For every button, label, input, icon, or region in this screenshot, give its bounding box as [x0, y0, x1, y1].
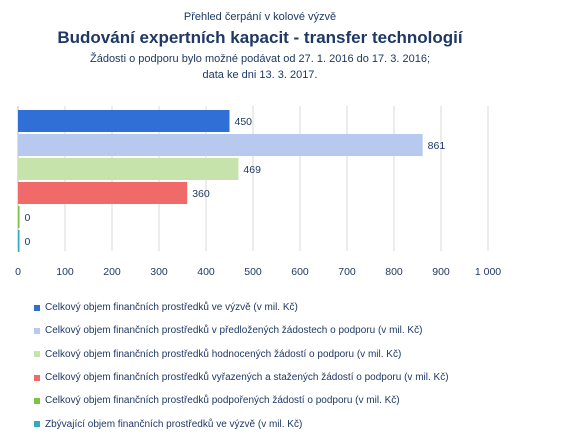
x-tick-label: 800 [385, 266, 403, 278]
legend-item: Celkový objem finančních prostředků podp… [34, 389, 449, 412]
legend-swatch [34, 374, 40, 381]
chart-title: Budování expertních kapacit - transfer t… [57, 28, 463, 47]
x-tick-label: 600 [291, 266, 309, 278]
bar [18, 230, 20, 252]
chart-supertitle: Přehled čerpání v kolové výzvě [183, 11, 337, 23]
bar-chart: 0 100 200 300 400 500 600 700 800 900 1 000 450 861 4… [15, 106, 501, 278]
bar [18, 110, 230, 132]
bar [18, 206, 20, 228]
bar [18, 182, 188, 204]
legend-swatch [34, 351, 40, 358]
legend-label: Celkový objem finančních prostředků podp… [45, 395, 400, 407]
x-tick-label: 200 [103, 266, 121, 278]
chart-legend: Celkový objem finančních prostředků ve v… [34, 296, 449, 436]
bar [18, 158, 239, 180]
legend-label: Celkový objem finančních prostředků v př… [45, 325, 423, 337]
legend-swatch [34, 421, 40, 428]
legend-label: Celkový objem finančních prostředků hodn… [45, 348, 402, 360]
chart-subtitle-line-1: Žádosti o podporu bylo možné podávat od … [89, 53, 431, 65]
legend-swatch [34, 327, 40, 334]
data-label: 469 [243, 164, 261, 176]
data-label: 0 [25, 212, 31, 224]
x-tick-label: 100 [56, 266, 74, 278]
data-label: 861 [428, 140, 446, 152]
chart-subtitle-line-2: data ke dni 13. 3. 2017. [202, 69, 318, 81]
data-label: 0 [25, 236, 31, 248]
x-tick-label: 0 [15, 266, 21, 278]
x-tick-label: 700 [338, 266, 356, 278]
legend-item: Celkový objem finančních prostředků vyřa… [34, 366, 449, 389]
legend-item: Celkový objem finančních prostředků ve v… [34, 296, 449, 319]
legend-item: Zbývající objem finančních prostředků ve… [34, 412, 449, 435]
legend-swatch [34, 397, 40, 404]
data-label: 360 [192, 188, 210, 200]
legend-label: Celkový objem finančních prostředků ve v… [45, 302, 298, 314]
x-tick-label: 300 [150, 266, 168, 278]
legend-label: Zbývající objem finančních prostředků ve… [45, 418, 303, 430]
legend-item: Celkový objem finančních prostředků hodn… [34, 343, 449, 366]
bar [18, 134, 423, 156]
legend-label: Celkový objem finančních prostředků vyřa… [45, 372, 449, 384]
x-tick-label: 500 [244, 266, 262, 278]
legend-swatch [34, 304, 40, 311]
x-tick-label: 400 [197, 266, 215, 278]
legend-item: Celkový objem finančních prostředků v př… [34, 319, 449, 342]
data-label: 450 [235, 116, 253, 128]
x-tick-label: 1 000 [475, 266, 501, 278]
x-tick-label: 900 [432, 266, 450, 278]
